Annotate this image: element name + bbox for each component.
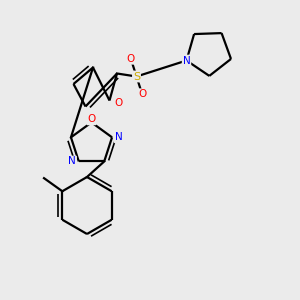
Text: N: N	[68, 157, 76, 166]
Text: N: N	[183, 56, 190, 65]
Text: O: O	[87, 114, 96, 124]
Text: O: O	[127, 54, 135, 64]
Text: O: O	[114, 98, 123, 109]
Text: N: N	[115, 132, 122, 142]
Text: O: O	[138, 89, 146, 99]
Text: S: S	[133, 71, 140, 82]
